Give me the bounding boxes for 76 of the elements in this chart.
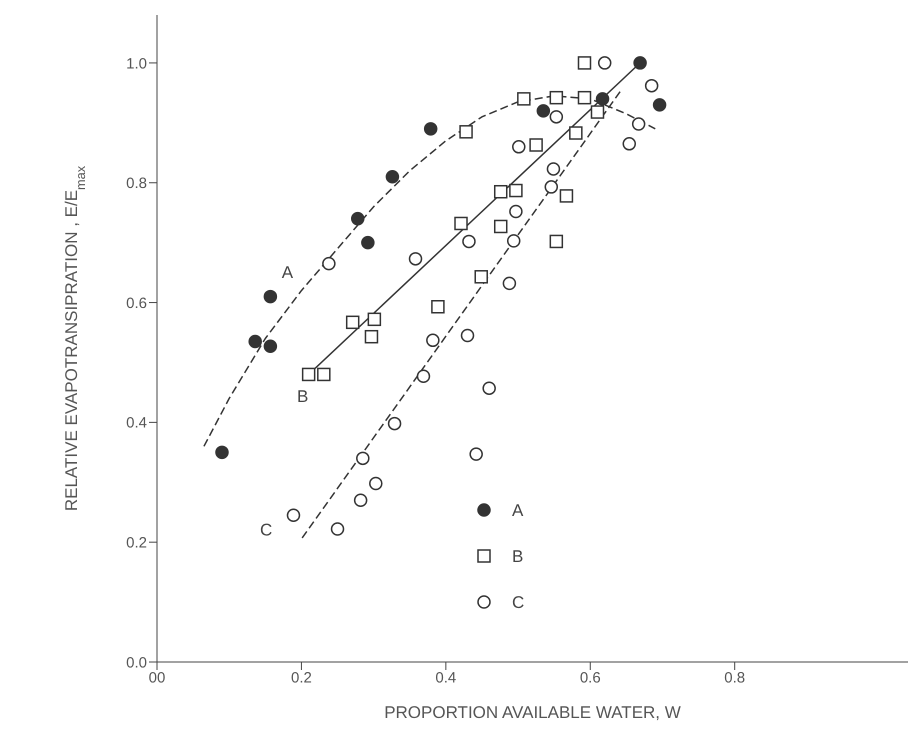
point bbox=[633, 56, 647, 70]
point bbox=[368, 312, 382, 326]
point bbox=[550, 234, 564, 248]
point bbox=[356, 452, 370, 466]
y-tick-label: 0.0 bbox=[126, 654, 147, 672]
point bbox=[416, 369, 430, 383]
point bbox=[536, 104, 550, 118]
point bbox=[286, 508, 300, 522]
y-tick-label: 1.0 bbox=[126, 55, 147, 72]
point bbox=[408, 252, 422, 266]
point bbox=[459, 125, 473, 139]
point bbox=[351, 212, 364, 226]
point bbox=[652, 98, 666, 112]
point bbox=[264, 340, 278, 354]
point bbox=[590, 105, 604, 119]
point bbox=[512, 140, 526, 154]
legend-label: B bbox=[512, 546, 524, 566]
point bbox=[506, 234, 520, 248]
point bbox=[509, 184, 523, 198]
legend-label: C bbox=[512, 592, 525, 612]
point bbox=[317, 368, 331, 382]
x-tick-label: 0.4 bbox=[435, 670, 456, 687]
point bbox=[569, 126, 583, 140]
point bbox=[598, 56, 612, 70]
point bbox=[426, 334, 440, 348]
point bbox=[386, 170, 400, 184]
point bbox=[494, 184, 508, 198]
point bbox=[454, 216, 468, 230]
y-tick-label: 0.4 bbox=[126, 414, 147, 432]
point bbox=[369, 476, 383, 490]
y-tick-label: 0.8 bbox=[126, 175, 147, 192]
point bbox=[302, 368, 316, 382]
point bbox=[529, 138, 543, 152]
point bbox=[560, 189, 574, 203]
x-axis-title: PROPORTION AVAILABLE WATER, W bbox=[384, 703, 681, 722]
point bbox=[622, 137, 636, 151]
point bbox=[364, 330, 378, 344]
point bbox=[215, 446, 229, 460]
legend-label: A bbox=[512, 500, 524, 520]
point bbox=[632, 117, 646, 131]
point bbox=[596, 92, 610, 106]
y-tick-label: 0.2 bbox=[126, 534, 147, 552]
point bbox=[578, 56, 592, 70]
point bbox=[431, 300, 445, 314]
point bbox=[550, 110, 564, 124]
y-tick-label: 0.6 bbox=[126, 294, 147, 312]
point bbox=[346, 316, 360, 330]
point bbox=[330, 522, 344, 536]
point bbox=[354, 494, 368, 507]
x-tick-label: 0.8 bbox=[724, 670, 746, 687]
point bbox=[361, 236, 375, 250]
point bbox=[460, 328, 474, 342]
point bbox=[502, 276, 516, 290]
x-tick-label: 0.2 bbox=[290, 670, 312, 687]
point bbox=[469, 447, 483, 461]
point bbox=[550, 90, 564, 104]
point bbox=[494, 220, 508, 234]
annotation: C bbox=[260, 520, 272, 540]
point bbox=[248, 334, 262, 348]
x-tick-label: 00 bbox=[148, 670, 166, 687]
point bbox=[424, 122, 438, 136]
point bbox=[388, 416, 402, 430]
point bbox=[482, 381, 496, 395]
annotation: A bbox=[282, 263, 294, 282]
point bbox=[474, 270, 488, 284]
point bbox=[509, 204, 523, 218]
point bbox=[578, 90, 592, 104]
point bbox=[546, 162, 560, 176]
point bbox=[644, 78, 658, 92]
point bbox=[462, 234, 476, 248]
point bbox=[517, 92, 531, 106]
point bbox=[322, 256, 336, 270]
x-tick-label: 0.6 bbox=[580, 670, 601, 687]
annotation: B bbox=[296, 386, 308, 406]
point bbox=[544, 180, 558, 194]
point bbox=[264, 290, 278, 304]
